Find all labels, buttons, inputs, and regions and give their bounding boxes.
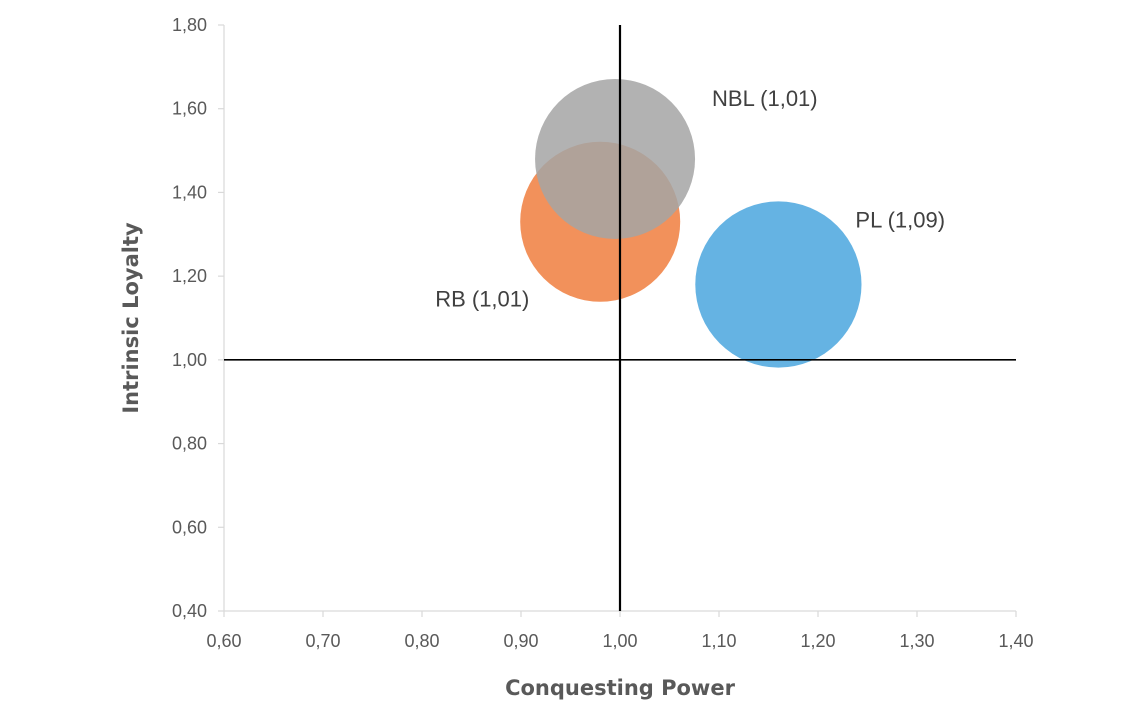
bubble-labels: RB (1,01) NBL (1,01) PL (1,09) <box>435 86 945 312</box>
bubble-label-nbl: NBL (1,01) <box>712 86 818 111</box>
x-tick-label: 0,70 <box>305 631 340 651</box>
bubble-label-pl: PL (1,09) <box>855 208 945 233</box>
y-tick-label: 1,60 <box>172 99 207 119</box>
x-tick-label: 1,40 <box>998 631 1033 651</box>
bubble-pl <box>695 201 862 368</box>
bubbles <box>520 78 862 368</box>
y-tick-label: 1,00 <box>172 350 207 370</box>
y-tick-label: 0,60 <box>172 517 207 537</box>
axes: 0,60 0,70 0,80 0,90 1,00 1,10 1,20 1,30 1,40 0,40… <box>172 15 1034 651</box>
y-tick-label: 0,40 <box>172 601 207 621</box>
reference-lines <box>224 25 1016 611</box>
bubble-label-rb: RB (1,01) <box>435 287 529 312</box>
x-tick-label: 1,00 <box>602 631 637 651</box>
x-axis-title: Conquesting Power <box>505 676 736 700</box>
x-tick-label: 0,80 <box>404 631 439 651</box>
y-tick-label: 1,40 <box>172 182 207 202</box>
y-tick-label: 1,80 <box>172 15 207 35</box>
bubble-nbl <box>535 78 696 239</box>
y-tick-label: 1,20 <box>172 266 207 286</box>
x-tick-label: 0,90 <box>503 631 538 651</box>
x-tick-label: 1,20 <box>800 631 835 651</box>
y-axis-title: Intrinsic Loyalty <box>119 222 143 414</box>
x-tick-label: 0,60 <box>206 631 241 651</box>
x-tick-label: 1,30 <box>899 631 934 651</box>
x-tick-label: 1,10 <box>701 631 736 651</box>
y-tick-label: 0,80 <box>172 434 207 454</box>
